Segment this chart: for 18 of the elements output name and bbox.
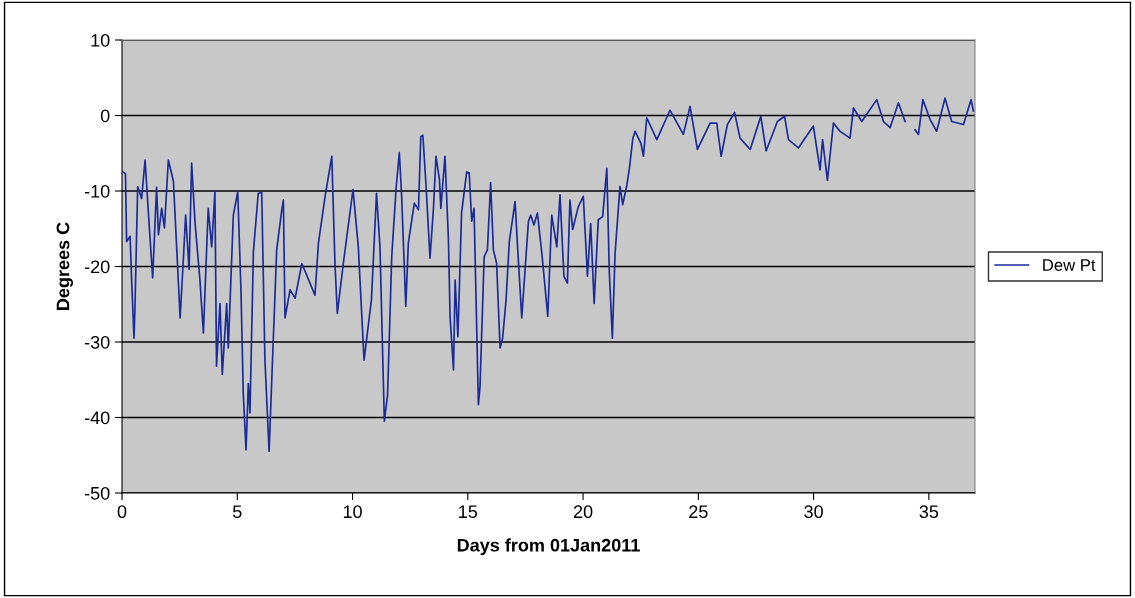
y-tick-label: -40 [84,411,110,425]
y-tick-label: -50 [84,486,110,500]
x-tick-label: 15 [459,505,478,519]
y-tick-label: -30 [84,335,110,349]
x-tick-label: 10 [343,505,362,519]
x-tick-label: 30 [804,505,823,519]
x-tick-label: 25 [689,505,708,519]
x-tick-label: 20 [573,505,593,519]
x-axis-title: Days from 01Jan2011 [457,538,640,556]
x-tick-label: 5 [232,505,242,519]
y-tick-label: -20 [84,260,110,274]
y-axis-title: Degrees C [56,222,73,310]
x-tick-label: 0 [117,505,127,519]
legend-label: Dew Pt [1043,259,1096,271]
y-tick-label: 0 [100,109,110,123]
y-tick-label: -10 [84,184,110,198]
y-tick-label: 10 [91,33,110,47]
x-tick-label: 35 [919,505,939,519]
